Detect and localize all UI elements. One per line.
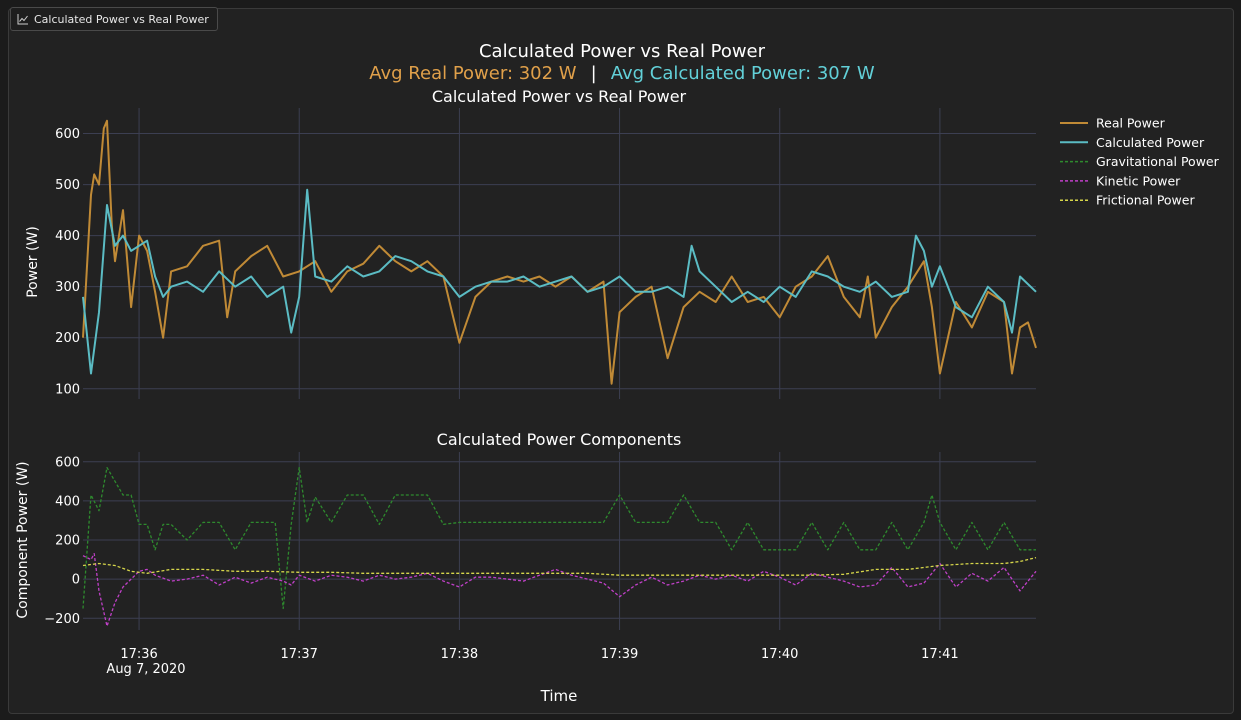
legend-label: Calculated Power (1096, 135, 1205, 150)
legend: Real Power Calculated Power Gravitational … (1060, 116, 1220, 208)
chart-subtitle: Avg Real Power: 302 W | Avg Calculated Pow… (369, 63, 875, 84)
line-chart-icon (17, 14, 28, 25)
series-layer (82, 119, 1037, 627)
x-tick-label: 17:37 (280, 647, 317, 662)
legend-item-gravitational-power[interactable]: Gravitational Power (1060, 154, 1220, 169)
legend-item-calculated-power[interactable]: Calculated Power (1060, 135, 1205, 150)
real-power-line (82, 119, 1037, 385)
y-tick-label: 300 (55, 280, 80, 295)
y-tick-label: 100 (55, 382, 80, 397)
x-tick-label: 17:40 (761, 647, 798, 662)
legend-item-kinetic-power[interactable]: Kinetic Power (1060, 173, 1181, 188)
legend-label: Kinetic Power (1096, 173, 1181, 188)
avg-real-power: Avg Real Power: 302 W (369, 63, 577, 84)
grid-layer (83, 108, 1036, 630)
x-tick-label: 17:36 (120, 647, 157, 662)
subplot-top-title: Calculated Power vs Real Power (432, 87, 687, 106)
kinetic-power-line (82, 553, 1037, 627)
y-tick-label: −200 (44, 612, 80, 627)
x-tick-date: Aug 7, 2020 (106, 662, 185, 677)
y-tick-label: 600 (55, 455, 80, 470)
avg-calculated-power: Avg Calculated Power: 307 W (611, 63, 875, 84)
calculated-power-line (82, 188, 1037, 375)
y-tick-label: 400 (55, 494, 80, 509)
chart-tab[interactable]: Calculated Power vs Real Power (10, 7, 218, 31)
subplot-bottom-title: Calculated Power Components (437, 430, 682, 449)
frictional-power-line (82, 556, 1037, 576)
axis-layer: 100 200 300 400 500 600 −200 0 200 400 600 17:36 17:… (44, 127, 958, 662)
y-tick-label: 200 (55, 331, 80, 346)
chart-tab-label: Calculated Power vs Real Power (34, 12, 209, 26)
y-tick-label: 600 (55, 127, 80, 142)
x-tick-label: 17:38 (441, 647, 478, 662)
y-tick-label: 200 (55, 534, 80, 549)
legend-label: Gravitational Power (1096, 154, 1220, 169)
y-tick-label: 400 (55, 229, 80, 244)
legend-label: Real Power (1096, 116, 1166, 131)
y-tick-label: 0 (72, 573, 80, 588)
y-axis-label-bottom: Component Power (W) (15, 461, 31, 618)
legend-item-frictional-power[interactable]: Frictional Power (1060, 193, 1195, 208)
x-axis-label: Time (540, 687, 578, 705)
chart-title: Calculated Power vs Real Power (479, 41, 766, 62)
gravitational-power-line (82, 466, 1036, 610)
x-tick-label: 17:39 (601, 647, 638, 662)
y-axis-label-top: Power (W) (25, 226, 41, 298)
x-tick-label: 17:41 (921, 647, 958, 662)
legend-label: Frictional Power (1096, 193, 1195, 208)
legend-item-real-power[interactable]: Real Power (1060, 116, 1166, 131)
y-tick-label: 500 (55, 178, 80, 193)
subtitle-separator: | (591, 63, 597, 84)
